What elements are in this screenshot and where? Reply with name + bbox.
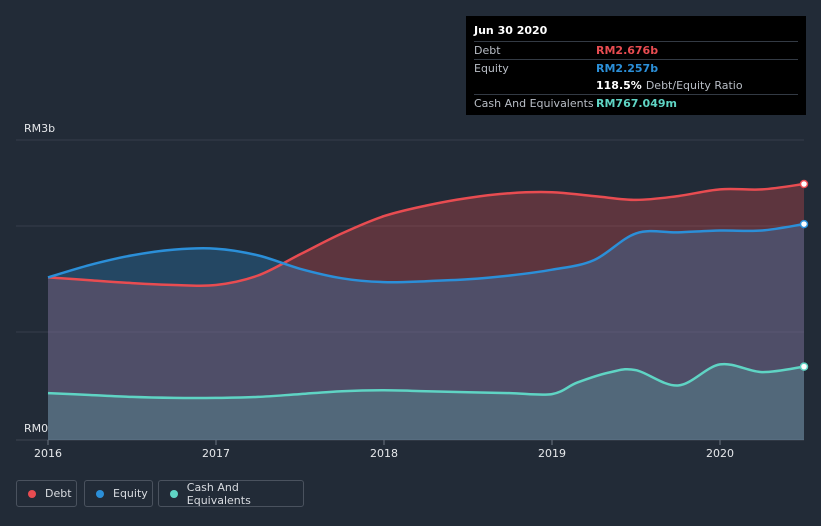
- x-tick-label: 2020: [706, 447, 734, 460]
- legend-equity-label: Equity: [113, 487, 148, 500]
- tooltip-date: Jun 30 2020: [474, 24, 548, 37]
- y-axis-bottom-label: RM0: [24, 422, 48, 435]
- tooltip-row-debt: Debt RM2.676b: [474, 41, 798, 59]
- debt-area: [48, 184, 804, 440]
- x-tick-label: 2016: [34, 447, 62, 460]
- cash-and-equivalents-line: [47, 362, 805, 400]
- tooltip-row-equity: Equity RM2.257b: [474, 59, 798, 77]
- legend-item-debt[interactable]: Debt: [16, 480, 77, 507]
- legend-debt-label: Debt: [45, 487, 72, 500]
- tooltip-cash-label: Cash And Equivalents: [474, 97, 594, 110]
- cash-dot-icon: [170, 489, 178, 498]
- tooltip-debt-value: RM2.676b: [596, 44, 659, 57]
- tooltip-row-ratio: 118.5% Debt/Equity Ratio: [474, 77, 798, 94]
- debt-line: [47, 182, 805, 288]
- legend-cash-label: Cash And Equivalents: [186, 480, 251, 507]
- debt-end-marker[interactable]: [799, 179, 809, 189]
- tooltip-cash-value: RM767.049m: [596, 97, 677, 110]
- tooltip-panel: Jun 30 2020 Debt RM2.676b Equity RM2.257…: [466, 16, 806, 115]
- y-axis-top-label: RM3b: [24, 122, 55, 135]
- series-lines: [47, 182, 805, 400]
- gridlines: [16, 139, 804, 441]
- x-axis-ticks: 2016 2017 2018 2019 2020: [34, 440, 734, 460]
- x-tick-label: 2017: [202, 447, 230, 460]
- cash-and-equivalents-end-marker[interactable]: [799, 362, 809, 371]
- tooltip-row-cash: Cash And Equivalents RM767.049m: [474, 94, 798, 112]
- legend-item-cash[interactable]: Cash And Equivalents: [158, 480, 304, 507]
- equity-end-marker[interactable]: [799, 219, 809, 229]
- tooltip-ratio-label: Debt/Equity Ratio: [645, 79, 743, 92]
- tooltip-ratio-value: 118.5%: [596, 79, 642, 92]
- legend-item-equity[interactable]: Equity: [84, 480, 153, 507]
- x-tick-label: 2018: [370, 447, 398, 460]
- tooltip-debt-label: Debt: [474, 44, 501, 57]
- equity-dot-icon: [96, 489, 104, 498]
- tooltip-equity-label: Equity: [474, 62, 509, 75]
- equity-line: [47, 222, 805, 284]
- debt-dot-icon: [28, 489, 36, 498]
- x-tick-label: 2019: [538, 447, 566, 460]
- series-end-markers: [799, 179, 809, 371]
- series-areas: [48, 184, 804, 440]
- tooltip-equity-value: RM2.257b: [596, 62, 659, 75]
- cash-and-equivalents-area: [48, 364, 804, 440]
- equity-area: [48, 224, 804, 440]
